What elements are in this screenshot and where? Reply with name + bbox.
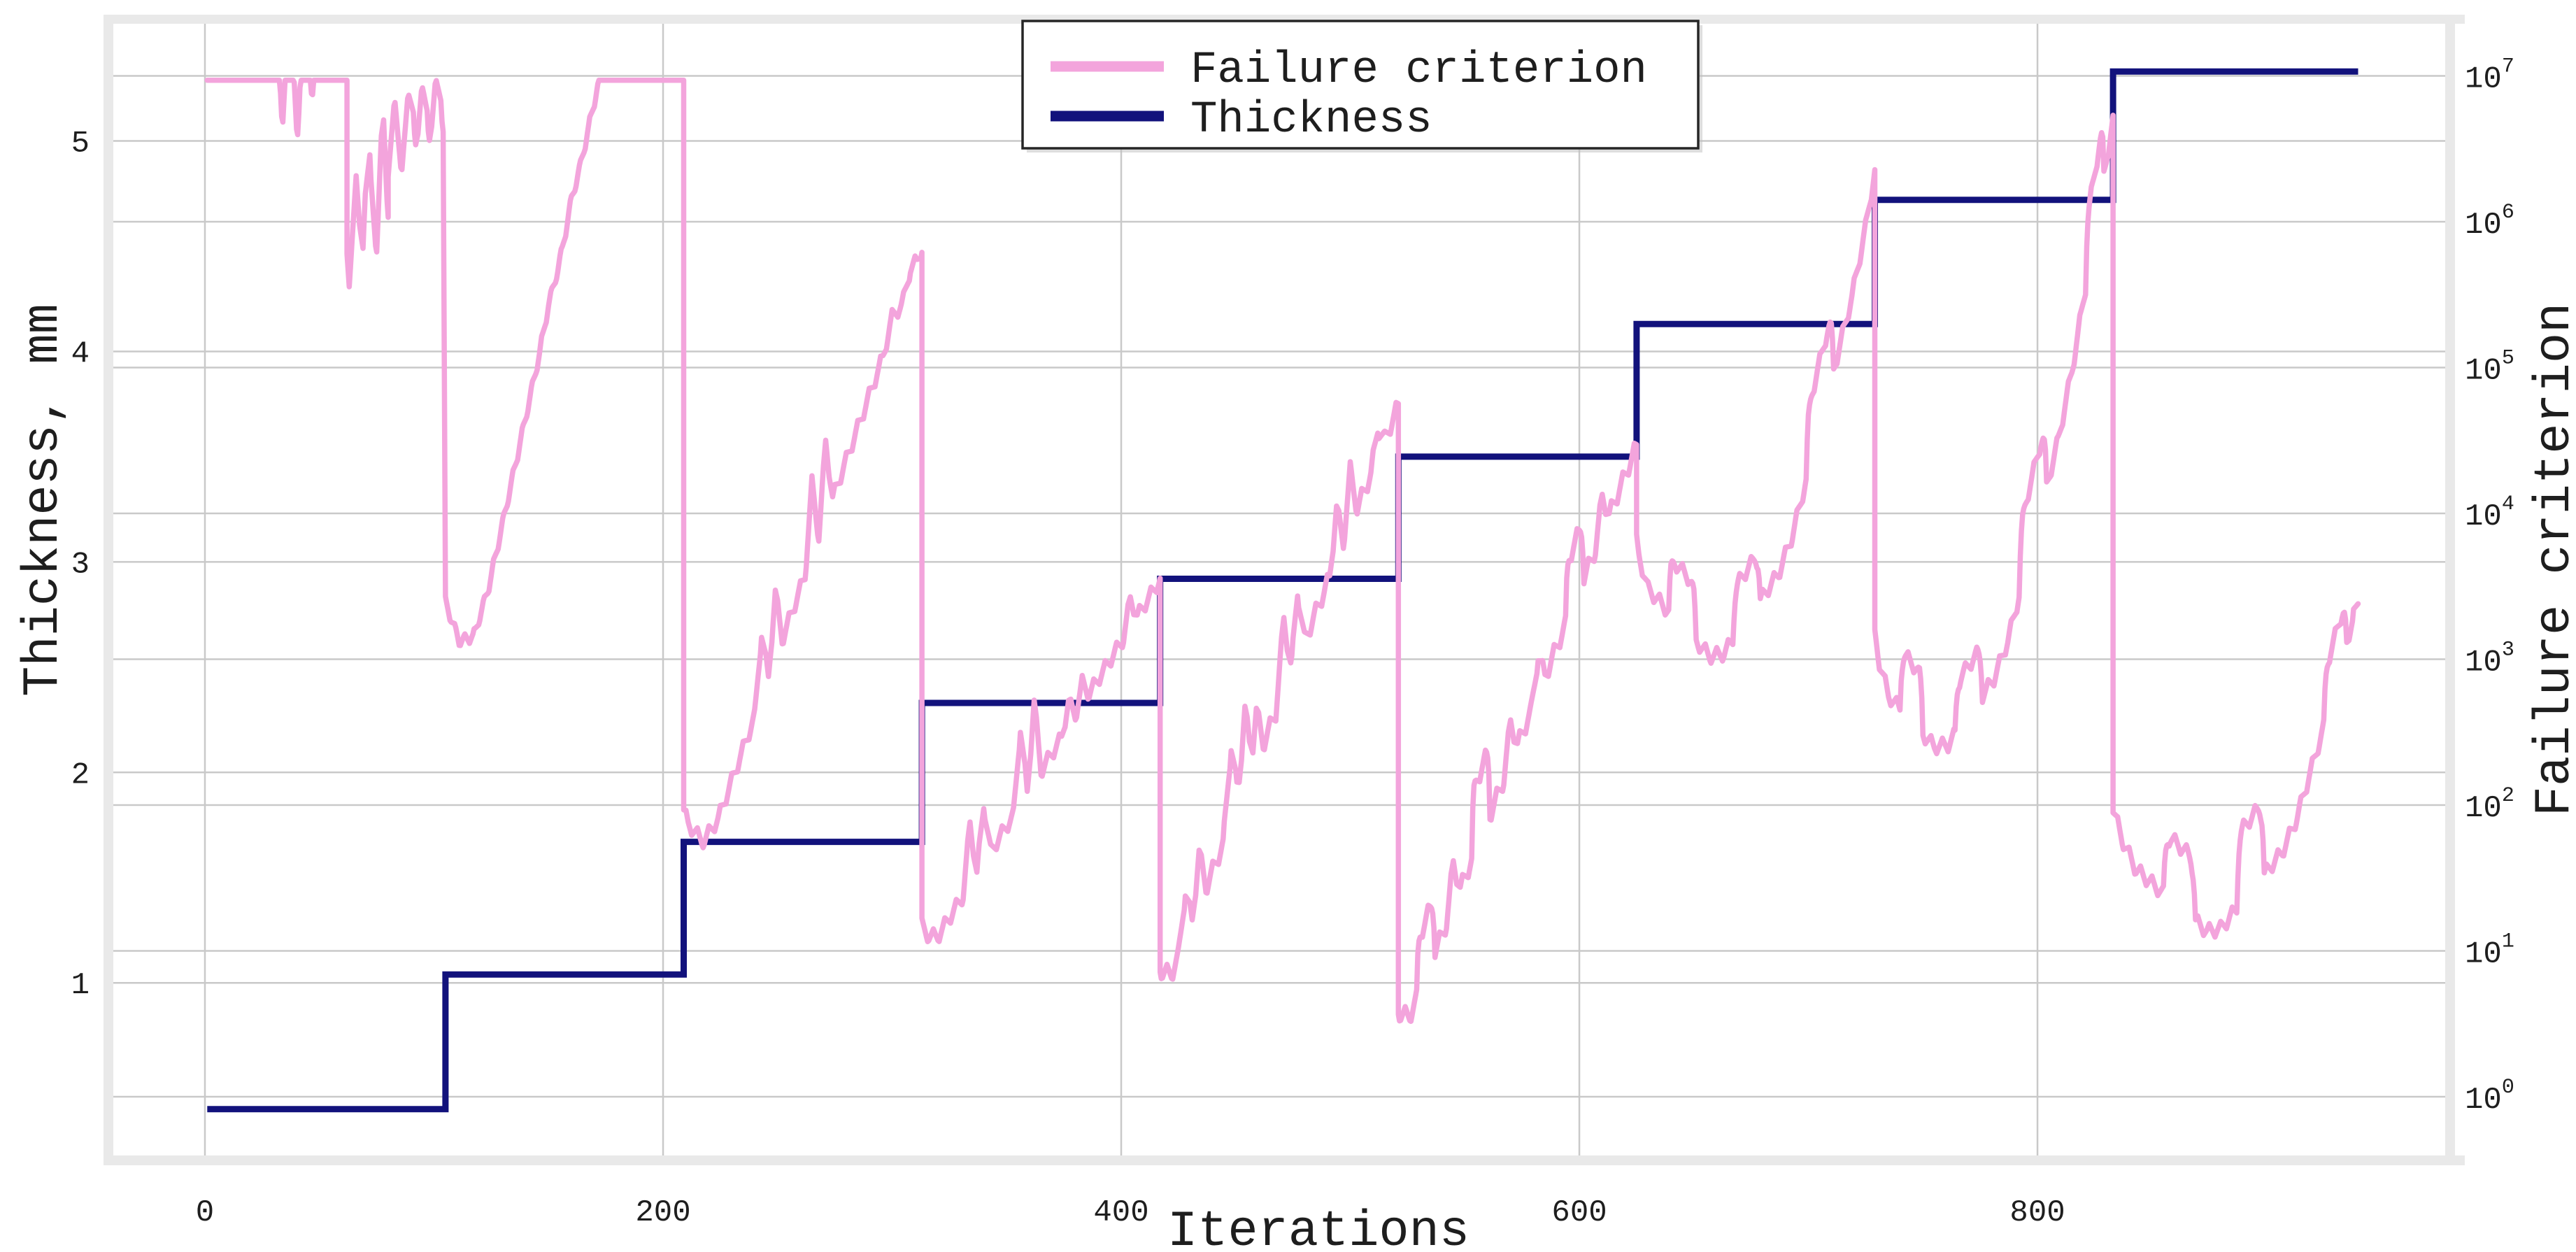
y-right-tick-label: 100	[2465, 1076, 2514, 1118]
spine-top	[104, 15, 2465, 24]
x-tick-label: 600	[1551, 1195, 1607, 1230]
x-tick-label: 200	[635, 1195, 690, 1230]
thickness-line	[207, 68, 2358, 1113]
y-right-tick-label: 104	[2465, 492, 2514, 534]
y-right-tick-label: 107	[2465, 55, 2514, 97]
y-left-tick-label: 2	[71, 757, 90, 792]
y-left-tick-label: 3	[71, 547, 90, 582]
y-right-axis-label: Failure criterion	[2526, 303, 2576, 817]
x-tick-label: 400	[1093, 1195, 1148, 1230]
y-right-tick-label: 106	[2465, 201, 2514, 243]
spine-left	[104, 15, 113, 1165]
y-right-tick-label: 103	[2465, 638, 2514, 680]
series-lines	[204, 68, 2361, 1113]
y-left-axis-label: Thickness, mm	[15, 304, 72, 697]
thickness-legend-label: Thickness	[1190, 95, 1432, 145]
y-left-tick-label: 5	[71, 127, 90, 162]
legend-box	[1021, 20, 1700, 150]
x-axis-label: Iterations	[1167, 1203, 1470, 1252]
x-tick-label: 800	[2009, 1195, 2065, 1230]
legend: Failure criterion Thickness	[1021, 20, 1702, 152]
y-left-tick-label: 1	[71, 968, 90, 1003]
spine-right	[2445, 15, 2455, 1165]
y-right-tick-label: 105	[2465, 346, 2514, 388]
y-right-tick-label: 101	[2465, 930, 2514, 972]
failure-criterion-line	[204, 77, 2361, 1024]
axes-spines	[104, 15, 2465, 1165]
spine-bottom	[104, 1155, 2465, 1165]
plot-area	[113, 23, 2445, 1158]
x-tick-label: 0	[196, 1195, 214, 1230]
y-right-tick-label: 102	[2465, 784, 2514, 826]
y-left-tick-label: 4	[71, 336, 90, 371]
failure-criterion-legend-label: Failure criterion	[1190, 45, 1647, 96]
